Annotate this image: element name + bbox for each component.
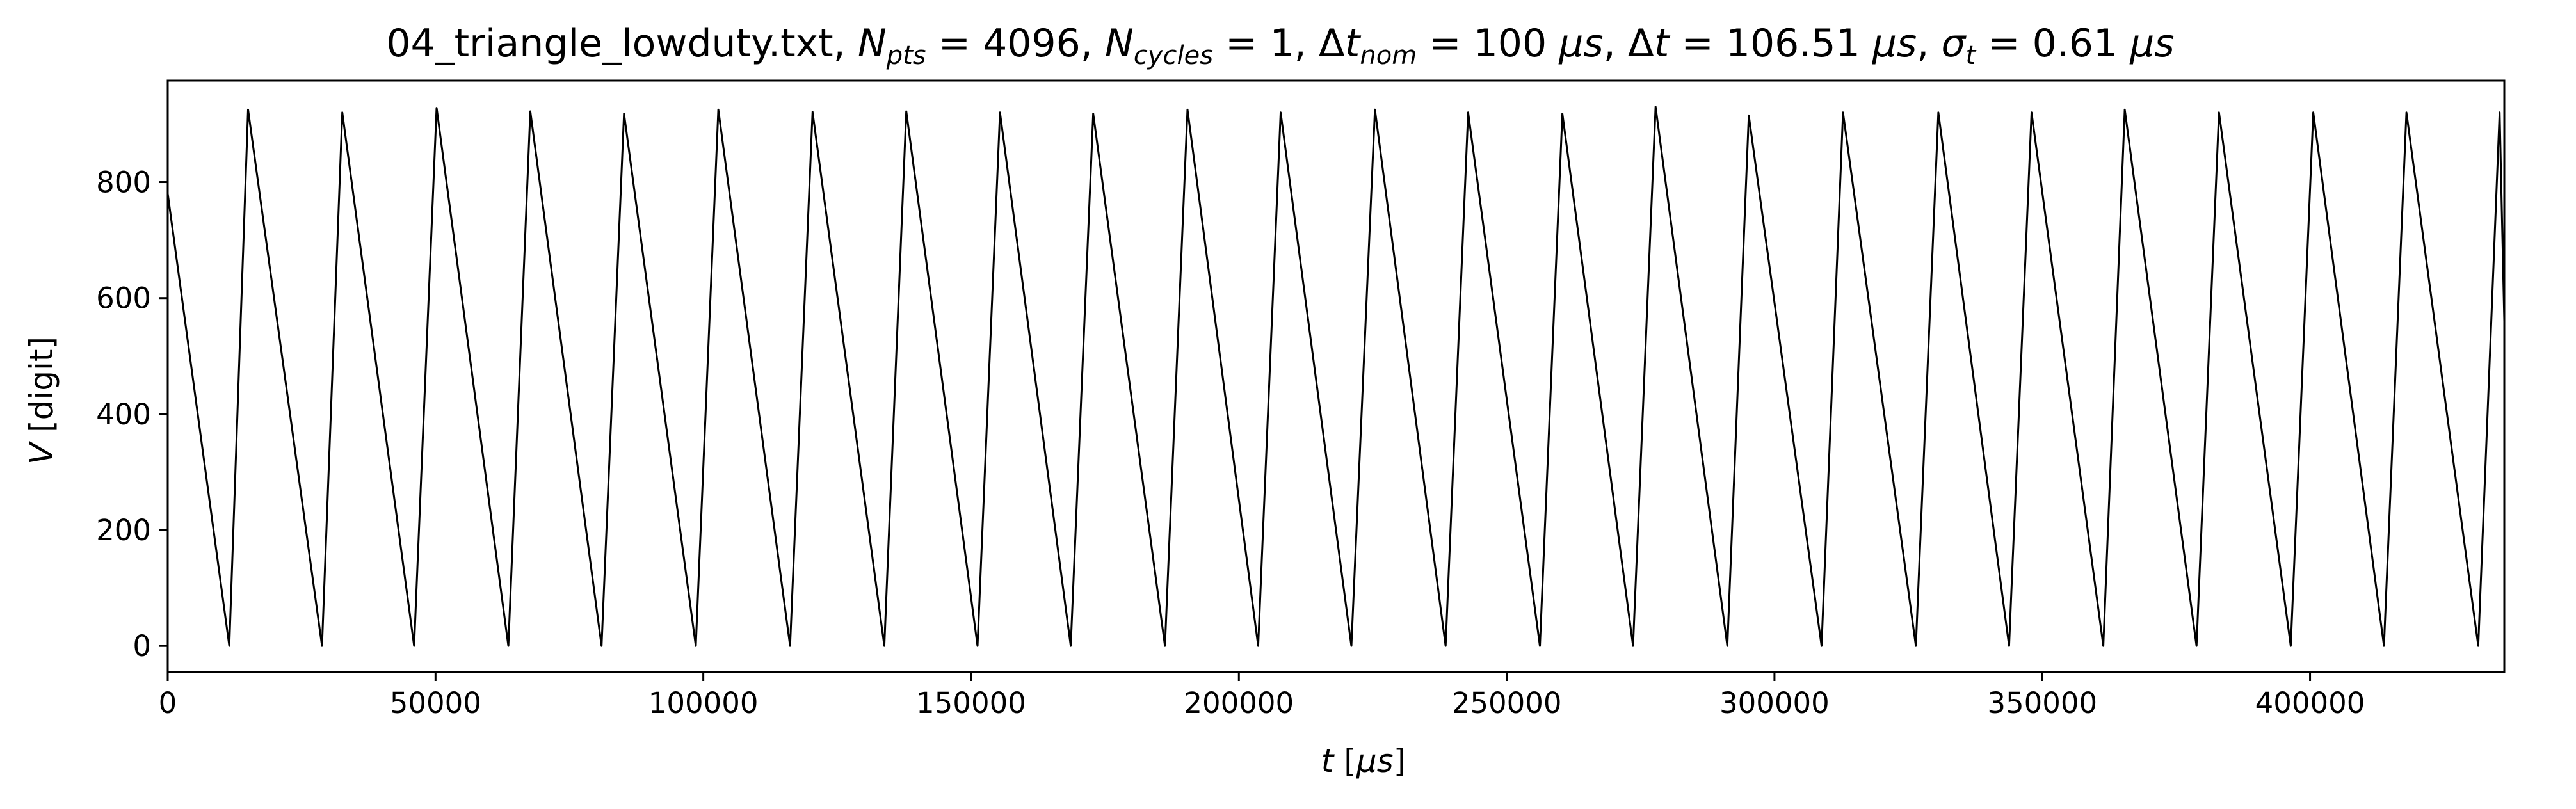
title-ncycles-value: 1 — [1269, 21, 1294, 66]
x-axis-label: t [μs] — [1321, 742, 1406, 780]
y-axis-unit: digit — [23, 349, 60, 421]
x-tick-label: 400000 — [2255, 686, 2365, 720]
x-axis-ticks: 0 50000 100000 150000 200000 250000 300000 3500… — [159, 672, 2365, 720]
y-tick-label: 200 — [96, 513, 151, 547]
x-tick-label: 100000 — [648, 686, 759, 720]
series-line — [166, 106, 2506, 647]
plot-area — [166, 106, 2506, 647]
x-axis-var: t — [1321, 742, 1335, 780]
x-tick-label: 150000 — [916, 686, 1026, 720]
title-dtnom-sub: nom — [1360, 41, 1417, 70]
axes-frame — [166, 79, 2506, 673]
x-axis-unit: μs — [1356, 742, 1394, 780]
x-tick-label: 200000 — [1184, 686, 1294, 720]
title-npts-value: 4096 — [983, 21, 1081, 66]
y-tick-label: 600 — [96, 282, 151, 316]
y-tick-label: 400 — [96, 397, 151, 431]
y-axis-label: V [digit] — [23, 337, 60, 465]
y-tick-label: 0 — [133, 629, 151, 663]
y-axis-ticks: 0 200 400 600 800 — [96, 166, 168, 663]
title-unit-2: μs — [1872, 21, 1917, 66]
title-ncycles-sub: cycles — [1134, 41, 1213, 70]
y-tick-label: 800 — [96, 166, 151, 200]
x-tick-label: 50000 — [390, 686, 481, 720]
x-tick-label: 0 — [159, 686, 177, 720]
chart-title: 04_triangle_lowduty.txt, Npts = 4096, Nc… — [386, 21, 2174, 70]
title-dt-value: 106.51 — [1726, 21, 1860, 66]
title-sigma-sub: t — [1965, 41, 1976, 70]
x-tick-label: 250000 — [1452, 686, 1562, 720]
x-tick-label: 300000 — [1719, 686, 1830, 720]
y-axis-var: V — [23, 440, 60, 465]
title-unit-3: μs — [2129, 21, 2174, 66]
title-file: 04_triangle_lowduty.txt — [386, 21, 833, 66]
title-dtnom-value: 100 — [1474, 21, 1547, 66]
title-unit-1: μs — [1558, 21, 1603, 66]
title-sigma-value: 0.61 — [2033, 21, 2118, 66]
title-npts-sub: pts — [886, 41, 926, 70]
x-tick-label: 350000 — [1987, 686, 2097, 720]
